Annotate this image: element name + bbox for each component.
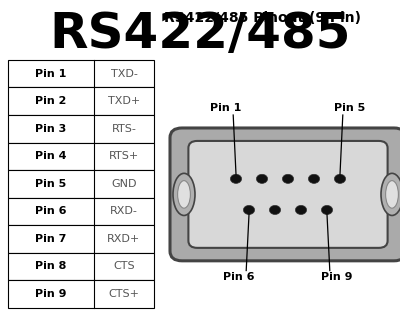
Ellipse shape (173, 173, 195, 215)
Bar (8, 170, 154, 198)
Circle shape (256, 174, 268, 183)
Circle shape (230, 174, 242, 183)
FancyBboxPatch shape (188, 141, 388, 248)
Text: RXD-: RXD- (110, 206, 138, 216)
Circle shape (282, 174, 294, 183)
Bar (8, 280, 154, 308)
Text: Pin 4: Pin 4 (35, 151, 67, 161)
Text: Pin 6: Pin 6 (35, 206, 67, 216)
Circle shape (321, 205, 332, 214)
Ellipse shape (381, 173, 400, 215)
Text: RXD+: RXD+ (107, 234, 141, 244)
Text: Pin 5: Pin 5 (334, 103, 366, 113)
Text: RTS-: RTS- (112, 124, 136, 134)
Circle shape (334, 174, 346, 183)
Bar (8, 60, 154, 87)
Text: Pin 2: Pin 2 (35, 96, 67, 106)
Text: Pin 6: Pin 6 (223, 272, 255, 282)
Text: Pin 3: Pin 3 (35, 124, 67, 134)
Circle shape (308, 174, 320, 183)
Text: CTS+: CTS+ (108, 289, 140, 299)
Circle shape (295, 205, 307, 214)
Bar (8, 198, 154, 225)
Bar (8, 87, 154, 115)
Circle shape (270, 205, 281, 214)
Text: CTS: CTS (113, 261, 135, 272)
Text: GND: GND (111, 179, 137, 189)
Text: Pin 9: Pin 9 (35, 289, 67, 299)
Text: TXD-: TXD- (110, 69, 138, 79)
Text: Pin 5: Pin 5 (35, 179, 67, 189)
Text: Pin 9: Pin 9 (321, 272, 353, 282)
Text: Pin 1: Pin 1 (210, 103, 242, 113)
Ellipse shape (386, 181, 398, 208)
Text: RS422/485: RS422/485 (49, 10, 351, 58)
Bar (8, 143, 154, 170)
Text: Pin 8: Pin 8 (35, 261, 67, 272)
Bar (8, 225, 154, 253)
Text: Pin 7: Pin 7 (35, 234, 67, 244)
Text: RS422/485 Pinout (9 Pin): RS422/485 Pinout (9 Pin) (164, 11, 361, 25)
Bar (8, 115, 154, 143)
Text: Pin 1: Pin 1 (35, 69, 67, 79)
Ellipse shape (178, 181, 190, 208)
FancyBboxPatch shape (170, 128, 400, 261)
Bar (8, 253, 154, 280)
Circle shape (243, 205, 254, 214)
Text: TXD+: TXD+ (108, 96, 140, 106)
Text: RTS+: RTS+ (109, 151, 139, 161)
